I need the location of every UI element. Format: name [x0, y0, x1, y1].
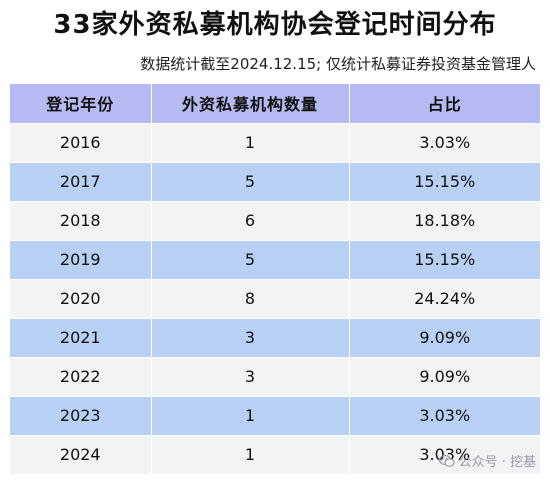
cell-count: 8: [151, 279, 350, 318]
table-row: 2016 1 3.03%: [10, 123, 540, 162]
cell-count: 5: [151, 162, 350, 201]
column-header-share: 占比: [427, 95, 462, 115]
cell-count: 1: [151, 396, 350, 435]
cell-count: 1: [151, 123, 350, 162]
table-row: 2023 1 3.03%: [10, 396, 540, 435]
column-header-count: 外资私募机构数量: [151, 84, 350, 123]
table-row: 2020 8 24.24%: [10, 279, 540, 318]
subtitle-note: 数据统计截至2024.12.15; 仅统计私募证券投资基金管理人: [140, 55, 536, 73]
page-title: 33家外资私募机构协会登记时间分布: [53, 10, 497, 40]
cell-count: 3: [151, 318, 350, 357]
wechat-icon: [438, 454, 455, 467]
cell-share: 24.24%: [414, 289, 476, 308]
cell-year: 2016: [10, 123, 152, 162]
cell-year: 2017: [10, 162, 152, 201]
cell-share: 15.15%: [414, 250, 476, 269]
cell-year: 2022: [10, 357, 152, 396]
cell-year: 2020: [10, 279, 152, 318]
table-body: 2016 1 3.03% 2017 5 15.15% 2018 6 18.18% 2019 5 15.…: [10, 123, 540, 474]
watermark-text: 公众号 · 挖基: [458, 455, 536, 470]
column-header-year: 登记年份: [10, 84, 152, 123]
cell-share: 9.09%: [419, 367, 471, 386]
cell-year: 2021: [10, 318, 152, 357]
table-row: 2024 1 3.03%: [10, 435, 540, 474]
table-row: 2017 5 15.15%: [10, 162, 540, 201]
cell-count: 1: [151, 435, 350, 474]
cell-share: 18.18%: [414, 211, 476, 230]
table-row: 2019 5 15.15%: [10, 240, 540, 279]
table-header-row: 登记年份 外资私募机构数量 占比: [10, 84, 540, 123]
cell-share: 15.15%: [414, 172, 476, 191]
cell-year: 2019: [10, 240, 152, 279]
cell-share: 9.09%: [419, 328, 471, 347]
table-row: 2018 6 18.18%: [10, 201, 540, 240]
watermark: 公众号 · 挖基: [438, 451, 536, 470]
registration-table: 登记年份 外资私募机构数量 占比 2016 1 3.03% 2017 5 15.15% 20…: [10, 84, 540, 474]
cell-year: 2024: [10, 435, 152, 474]
cell-year: 2018: [10, 201, 152, 240]
cell-year: 2023: [10, 396, 152, 435]
cell-count: 3: [151, 357, 350, 396]
cell-count: 5: [151, 240, 350, 279]
table-row: 2021 3 9.09%: [10, 318, 540, 357]
cell-count: 6: [151, 201, 350, 240]
cell-share: 3.03%: [419, 406, 471, 425]
cell-share: 3.03%: [419, 133, 471, 152]
table-row: 2022 3 9.09%: [10, 357, 540, 396]
